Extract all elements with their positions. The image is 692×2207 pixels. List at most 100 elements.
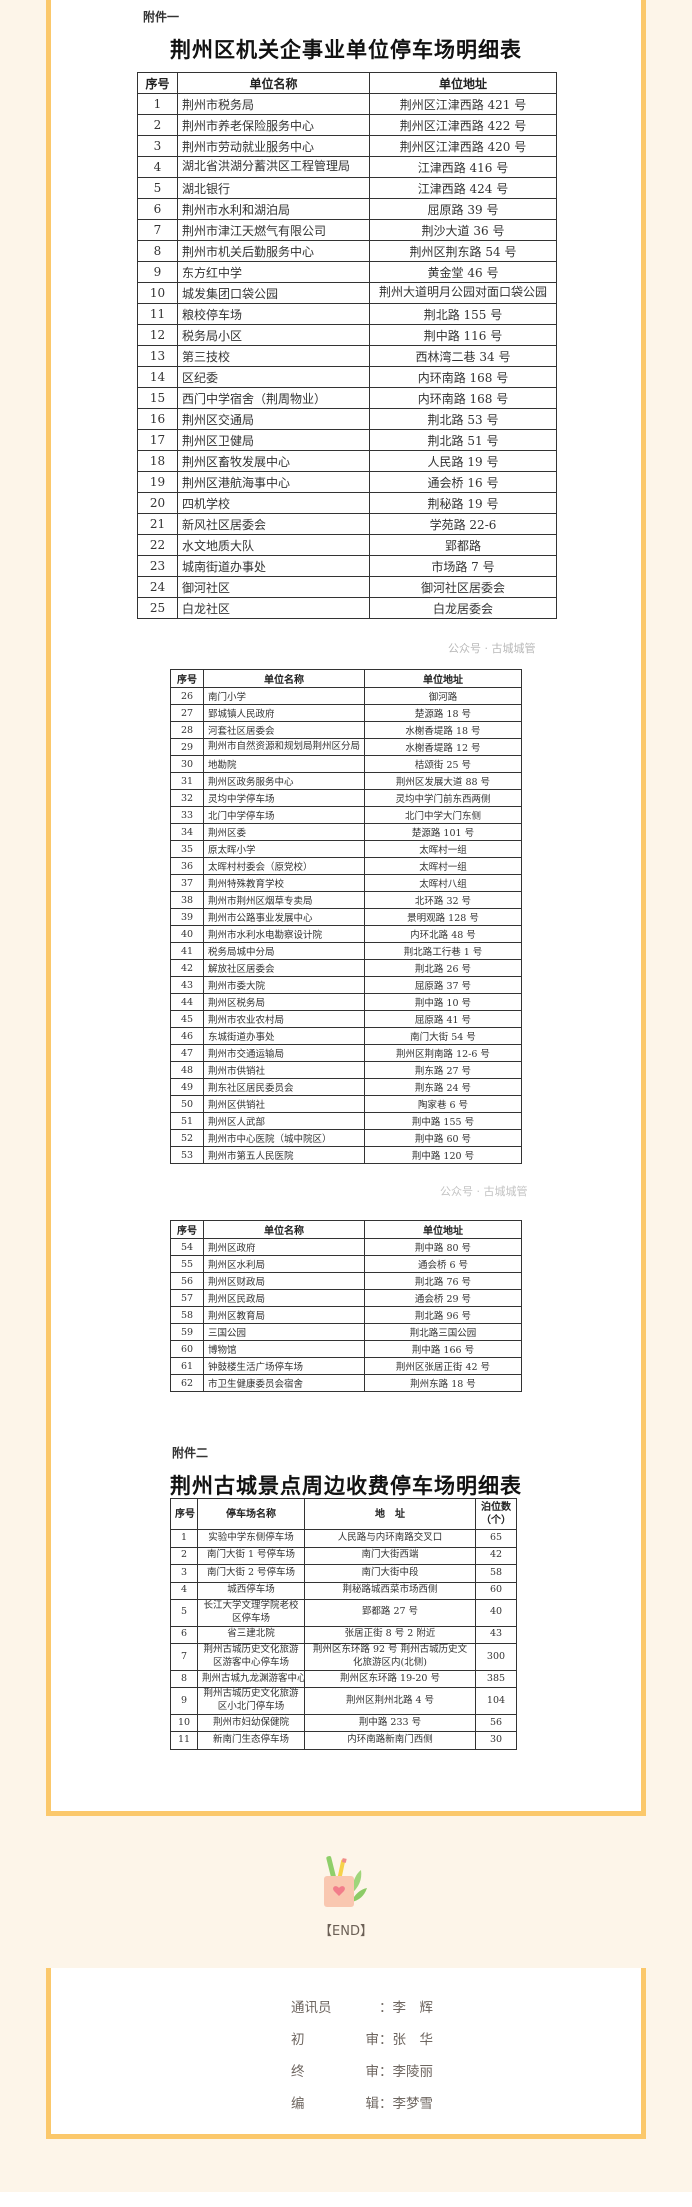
cell-unit-address: 荆北路 51 号 (369, 429, 557, 451)
table-row: 58 荆州区教育局 荆北路 96 号 (170, 1306, 522, 1324)
cell-unit-name: 博物馆 (203, 1340, 365, 1358)
cell-seq: 3 (137, 135, 178, 157)
table-row: 45 荆州市农业农村局 屈原路 41 号 (170, 1010, 522, 1028)
cell-unit-name: 第三技校 (177, 345, 370, 367)
cell-unit-address: 江津西路 424 号 (369, 177, 557, 199)
cell-unit-address: 荆中路 166 号 (364, 1340, 522, 1358)
table-row: 18 荆州区畜牧发展中心 人民路 19 号 (137, 450, 557, 472)
cell-unit-name: 荆州区港航海事中心 (177, 471, 370, 493)
cell-unit-name: 水文地质大队 (177, 534, 370, 556)
cell-unit-name: 四机学校 (177, 492, 370, 514)
table-row: 55 荆州区水利局 通会桥 6 号 (170, 1255, 522, 1273)
cell-unit-name: 三国公园 (203, 1323, 365, 1341)
cell-seq: 53 (170, 1146, 204, 1164)
table-row: 8 荆州市机关后勤服务中心 荆州区荆东路 54 号 (137, 240, 557, 262)
cell-unit-address: 御河社区居委会 (369, 576, 557, 598)
table-row: 26 南门小学 御河路 (170, 687, 522, 705)
table-row: 49 荆东社区居民委员会 荆东路 24 号 (170, 1078, 522, 1096)
cell-seq: 7 (137, 219, 178, 241)
cell-unit-name: 南门小学 (203, 687, 365, 705)
cell-lot-name: 荆州市妇幼保健院 (197, 1713, 305, 1733)
credit-label: 编 (291, 2096, 305, 2112)
table-row: 3 荆州市劳动就业服务中心 荆州区江津西路 420 号 (137, 135, 557, 157)
cell-unit-address: 楚源路 101 号 (364, 823, 522, 841)
cell-seq: 8 (137, 240, 178, 262)
cell-unit-name: 区纪委 (177, 366, 370, 388)
cell-seq: 33 (170, 806, 204, 824)
cell-seq: 25 (137, 597, 178, 619)
cell-unit-address: 北环路 32 号 (364, 891, 522, 909)
cell-seq: 14 (137, 366, 178, 388)
cell-unit-name: 新风社区居委会 (177, 513, 370, 535)
cell-seq: 39 (170, 908, 204, 926)
table-row: 59 三国公园 荆北路三国公园 (170, 1323, 522, 1341)
cell-unit-name: 白龙社区 (177, 597, 370, 619)
end-marker: 【END】 (319, 1924, 373, 1939)
cell-unit-name: 钟鼓楼生活广场停车场 (203, 1357, 365, 1375)
table-row: 1 实验中学东侧停车场 人民路与内环南路交叉口 65 (170, 1529, 517, 1548)
cell-unit-name: 地勘院 (203, 755, 365, 773)
cell-seq: 32 (170, 789, 204, 807)
cell-unit-name: 郢城镇人民政府 (203, 704, 365, 722)
cell-seq: 51 (170, 1112, 204, 1130)
table-row: 23 城南街道办事处 市场路 7 号 (137, 555, 557, 577)
cell-unit-name: 河套社区居委会 (203, 721, 365, 739)
cell-seq: 8 (170, 1669, 198, 1689)
header-lot-name: 停车场名称 (197, 1498, 305, 1530)
cell-address: 荆州区东环路 92 号 荆州古城历史文化旅游区内(北侧) (304, 1643, 476, 1671)
cell-lot-name: 城西停车场 (197, 1581, 305, 1600)
header-seq: 序号 (170, 1498, 198, 1530)
pen-holder-icon (321, 1854, 371, 1909)
cell-unit-name: 湖北银行 (177, 177, 370, 199)
cell-unit-address: 荆州区荆南路 12-6 号 (364, 1044, 522, 1062)
cell-seq: 48 (170, 1061, 204, 1079)
cell-address: 荆中路 233 号 (304, 1713, 476, 1733)
header-seq: 序号 (137, 72, 178, 94)
cell-spaces: 42 (475, 1546, 517, 1565)
table-row: 24 御河社区 御河社区居委会 (137, 576, 557, 598)
cell-unit-name: 荆州区交通局 (177, 408, 370, 430)
cell-seq: 1 (170, 1529, 198, 1548)
cell-unit-name: 荆州市委大院 (203, 976, 365, 994)
table-row: 9 荆州古城历史文化旅游区小北门停车场 荆州区荆州北路 4 号 104 (170, 1687, 517, 1715)
table-row: 27 郢城镇人民政府 楚源路 18 号 (170, 704, 522, 722)
table-row: 12 税务局小区 荆中路 116 号 (137, 324, 557, 346)
table-row: 7 荆州市津江天燃气有限公司 荆沙大道 36 号 (137, 219, 557, 241)
cell-unit-name: 荆州市自然资源和规划局荆州区分局 (203, 738, 365, 756)
credit-label: 辑 (365, 2096, 380, 2112)
table-row: 10 城发集团口袋公园 荆州大道明月公园对面口袋公园 (137, 282, 557, 304)
cell-unit-name: 御河社区 (177, 576, 370, 598)
cell-unit-address: 荆中路 80 号 (364, 1238, 522, 1256)
cell-unit-address: 内环北路 48 号 (364, 925, 522, 943)
cell-unit-address: 郢都路 (369, 534, 557, 556)
cell-seq: 43 (170, 976, 204, 994)
cell-unit-address: 白龙居委会 (369, 597, 557, 619)
table-row: 54 荆州区政府 荆中路 80 号 (170, 1238, 522, 1256)
table-row: 30 地勘院 桔颂街 25 号 (170, 755, 522, 773)
cell-seq: 6 (137, 198, 178, 220)
cell-unit-address: 灵均中学门前东西两侧 (364, 789, 522, 807)
credits-frame (46, 1968, 646, 2139)
cell-unit-name: 荆州区民政局 (203, 1289, 365, 1307)
cell-lot-name: 实验中学东侧停车场 (197, 1529, 305, 1548)
table-row: 35 原太晖小学 太晖村一组 (170, 840, 522, 858)
credit-reporter: 通讯员：李 辉 (291, 1996, 433, 2016)
table-row: 56 荆州区财政局 荆北路 76 号 (170, 1272, 522, 1290)
cell-unit-name: 荆州市荆州区烟草专卖局 (203, 891, 365, 909)
cell-unit-name: 市卫生健康委员会宿舍 (203, 1374, 365, 1392)
cell-seq: 49 (170, 1078, 204, 1096)
cell-unit-name: 荆州市公路事业发展中心 (203, 908, 365, 926)
cell-seq: 46 (170, 1027, 204, 1045)
cell-seq: 59 (170, 1323, 204, 1341)
credit-value: 李梦雪 (392, 2096, 434, 2112)
cell-unit-name: 荆东社区居民委员会 (203, 1078, 365, 1096)
cell-seq: 58 (170, 1306, 204, 1324)
cell-unit-address: 陶家巷 6 号 (364, 1095, 522, 1113)
cell-unit-name: 原太晖小学 (203, 840, 365, 858)
cell-unit-address: 荆中路 155 号 (364, 1112, 522, 1130)
cell-unit-address: 桔颂街 25 号 (364, 755, 522, 773)
table-row: 44 荆州区税务局 荆中路 10 号 (170, 993, 522, 1011)
cell-unit-name: 北门中学停车场 (203, 806, 365, 824)
cell-unit-address: 楚源路 18 号 (364, 704, 522, 722)
cell-unit-name: 荆州区政务服务中心 (203, 772, 365, 790)
